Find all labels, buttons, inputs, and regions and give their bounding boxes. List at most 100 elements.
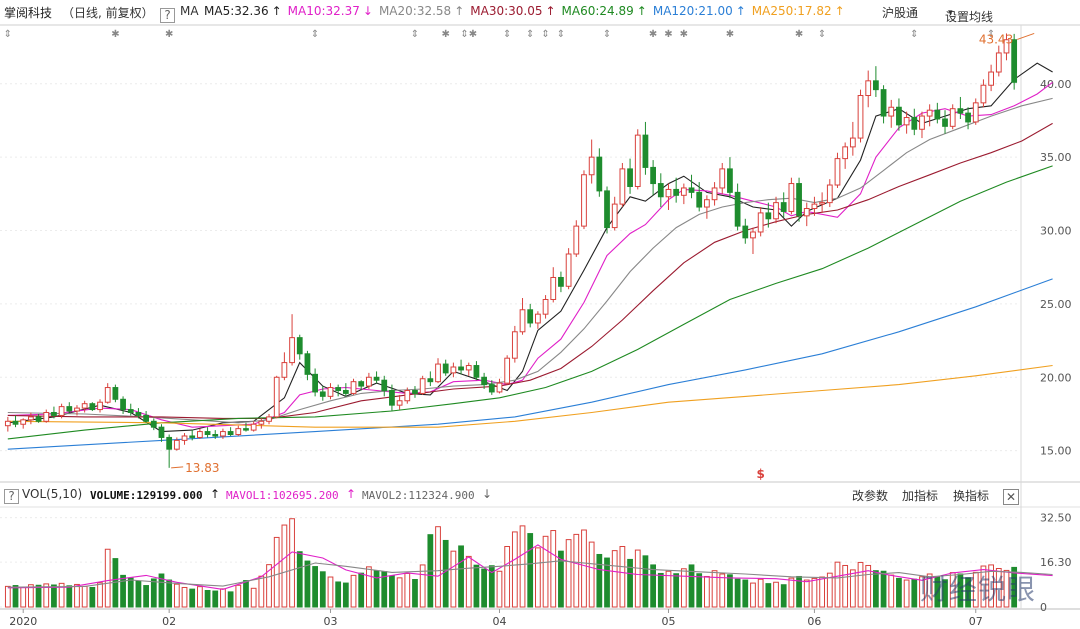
candle-body <box>473 365 480 378</box>
candle-body <box>865 80 872 97</box>
candle <box>542 295 549 319</box>
close-icon[interactable]: ✕ <box>1003 489 1019 505</box>
volume-bar <box>734 578 741 608</box>
candle-body <box>204 431 211 436</box>
volume-bar <box>442 539 449 608</box>
volume-bar <box>542 535 549 608</box>
x-tick-label: 2020 <box>9 615 37 628</box>
candle <box>504 355 511 385</box>
volume-bar <box>803 579 810 608</box>
candle <box>66 402 73 413</box>
volume-bar <box>189 588 196 608</box>
candle <box>28 412 34 425</box>
stock-name: 掌阅科技 <box>4 6 53 20</box>
candle-body <box>942 118 948 127</box>
candle <box>266 413 272 425</box>
candle-body <box>43 411 50 422</box>
volume-bar <box>319 571 326 608</box>
candle <box>642 121 649 175</box>
candle-body <box>135 411 142 416</box>
volume-bar <box>4 585 11 608</box>
ma-line-ma30 <box>7 122 1053 419</box>
candle-body <box>51 411 57 416</box>
volume-bar <box>127 577 134 608</box>
candle <box>627 158 633 194</box>
hugutong-link[interactable]: 沪股通 <box>882 6 919 20</box>
event-marker-icon: ✱ <box>442 29 450 40</box>
volume-bar <box>627 558 633 608</box>
candle <box>373 371 380 384</box>
event-marker-icon: ⇕ <box>4 29 12 40</box>
switch-indicator-button[interactable]: 换指标 <box>953 489 990 503</box>
candle-body <box>89 403 96 411</box>
candle-body <box>573 225 580 255</box>
candle <box>81 400 88 413</box>
volume-bar <box>773 581 779 608</box>
candle <box>488 380 495 395</box>
candle <box>204 427 211 438</box>
candle <box>765 202 772 228</box>
candle <box>243 422 249 432</box>
candle-body <box>780 202 787 212</box>
candle <box>173 437 180 451</box>
volume-bar <box>680 568 687 608</box>
volume-bar <box>511 531 518 608</box>
volume-bar <box>342 582 349 608</box>
edit-params-button[interactable]: 改参数 <box>852 489 889 503</box>
candle <box>834 152 841 188</box>
candle <box>319 386 326 401</box>
candle <box>166 434 173 468</box>
candle-body <box>980 84 987 104</box>
candle <box>304 350 311 381</box>
candle-body <box>834 158 841 186</box>
candle <box>581 170 587 230</box>
candle-body <box>212 434 219 437</box>
candle-body <box>20 419 27 425</box>
candle-body <box>481 376 487 386</box>
volume-bar <box>204 590 211 608</box>
candle-body <box>427 378 434 383</box>
volume-bar <box>673 573 680 608</box>
candle-body <box>634 134 641 187</box>
candle-body <box>258 420 265 425</box>
event-marker-icon: ✱ <box>680 29 688 40</box>
help-icon[interactable]: ? <box>160 8 175 23</box>
volume-bar <box>197 586 203 608</box>
help-icon[interactable]: ? <box>4 489 19 504</box>
candle-body <box>250 423 257 431</box>
volume-bar <box>104 548 111 608</box>
candle-body <box>719 168 726 189</box>
candle <box>650 160 656 196</box>
candle-body <box>127 409 134 413</box>
volume-bar <box>266 564 272 608</box>
volume-bar <box>965 577 971 608</box>
candle <box>143 411 149 423</box>
volume-bar <box>450 550 457 608</box>
volume-bar <box>565 539 572 608</box>
event-marker-icon: ⇕ <box>910 29 918 40</box>
candle-body <box>158 426 165 438</box>
ma-line-ma20 <box>7 97 1053 424</box>
volume-tick-label: 0 <box>1040 601 1047 614</box>
candle-body <box>458 366 464 371</box>
x-tick-label: 05 <box>661 615 675 628</box>
volume-bar <box>757 578 764 608</box>
event-marker-icon: ⇕✱ <box>460 29 477 40</box>
volume-bar <box>1003 569 1010 608</box>
price-tick-label: 35.00 <box>1040 151 1072 164</box>
candle-body <box>926 109 933 117</box>
candle <box>796 177 802 222</box>
candle-body <box>1011 39 1018 83</box>
volume-bar <box>995 568 1002 608</box>
volume-bar <box>404 572 411 608</box>
candle-body <box>74 407 80 412</box>
candle <box>181 433 188 445</box>
candle-body <box>765 212 772 220</box>
candle-body <box>696 191 703 208</box>
candle-body <box>435 363 441 383</box>
candle-body <box>120 398 126 411</box>
candle <box>819 192 825 213</box>
price-tick-label: 25.00 <box>1040 298 1072 311</box>
add-indicator-button[interactable]: 加指标 <box>902 489 939 503</box>
candle-body <box>442 363 449 374</box>
